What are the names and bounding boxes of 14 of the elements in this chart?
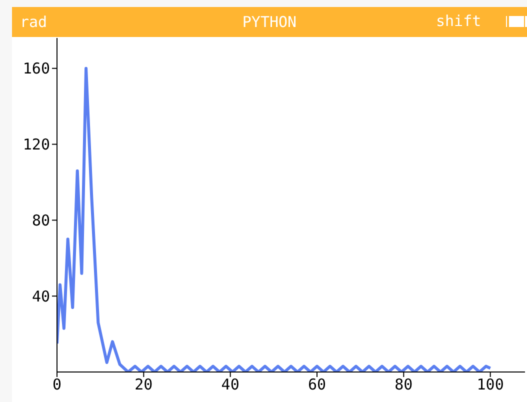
y-tick-label: 80 xyxy=(32,212,50,230)
y-tick-label: 120 xyxy=(22,136,50,154)
text: rad xyxy=(20,13,48,31)
chart-title: PYTHON xyxy=(242,13,297,31)
y-tick-label: 160 xyxy=(22,60,50,78)
y-tick-label: 40 xyxy=(32,287,50,306)
text: shift xyxy=(436,12,482,30)
x-tick-label: 60 xyxy=(308,376,326,394)
x-tick-label: 40 xyxy=(221,376,240,394)
x-tick-label: 80 xyxy=(394,376,413,394)
x-tick-label: 20 xyxy=(134,376,153,394)
x-tick-label: 0 xyxy=(52,376,62,394)
x-tick-label: 100 xyxy=(476,376,504,394)
line-series xyxy=(57,66,492,372)
